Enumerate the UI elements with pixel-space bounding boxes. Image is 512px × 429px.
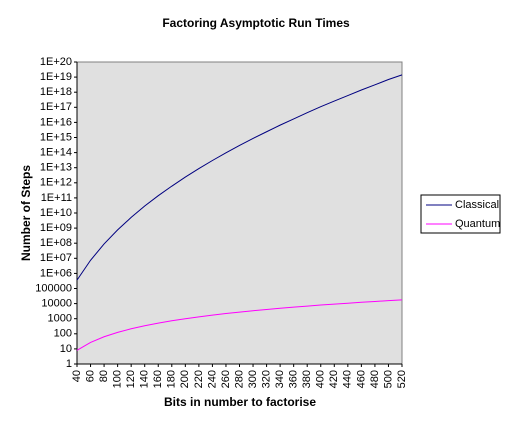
y-tick-label: 1E+19 xyxy=(40,71,72,83)
y-tick-label: 1E+10 xyxy=(40,207,72,219)
y-tick-label: 1E+16 xyxy=(40,116,72,128)
y-tick-label: 1E+15 xyxy=(40,131,72,143)
x-tick-label: 420 xyxy=(328,370,340,388)
y-tick-label: 1E+06 xyxy=(40,267,72,279)
x-tick-label: 500 xyxy=(382,370,394,388)
x-tick-label: 320 xyxy=(260,370,272,388)
y-tick-label: 100 xyxy=(54,328,72,340)
y-axis-label: Number of Steps xyxy=(19,165,33,261)
x-tick-label: 100 xyxy=(112,370,124,388)
y-tick-label: 1E+09 xyxy=(40,222,72,234)
y-tick-label: 1000 xyxy=(48,313,72,325)
y-tick-label: 1E+20 xyxy=(40,56,72,68)
x-tick-label: 200 xyxy=(179,370,191,388)
x-tick-label: 220 xyxy=(193,370,205,388)
y-tick-label: 1E+08 xyxy=(40,237,72,249)
legend-label: Quantum xyxy=(455,218,500,230)
y-tick-label: 10 xyxy=(60,343,72,355)
plot-area xyxy=(76,61,403,365)
y-tick-label: 1E+13 xyxy=(40,162,72,174)
x-tick-label: 260 xyxy=(220,370,232,388)
x-tick-label: 80 xyxy=(98,370,110,382)
legend-box xyxy=(420,194,501,234)
series-line xyxy=(76,74,403,281)
x-tick-label: 300 xyxy=(247,370,259,388)
x-tick-label: 120 xyxy=(125,370,137,388)
x-tick-label: 60 xyxy=(84,370,96,382)
x-tick-label: 40 xyxy=(71,370,83,382)
y-tick-label: 1E+11 xyxy=(41,192,72,204)
x-tick-label: 280 xyxy=(233,370,245,388)
y-tick-label: 1E+12 xyxy=(40,177,72,189)
y-tick-label: 1 xyxy=(66,358,72,370)
legend-label: Classical xyxy=(455,199,499,211)
x-tick-label: 460 xyxy=(355,370,367,388)
x-tick-label: 520 xyxy=(396,370,408,388)
chart-title: Factoring Asymptotic Run Times xyxy=(162,16,350,30)
x-tick-label: 140 xyxy=(139,370,151,388)
x-tick-label: 380 xyxy=(301,370,313,388)
x-tick-label: 400 xyxy=(315,370,327,388)
y-tick-label: 10000 xyxy=(41,298,72,310)
x-tick-label: 340 xyxy=(274,370,286,388)
x-tick-label: 440 xyxy=(342,370,354,388)
x-axis-label: Bits in number to factorise xyxy=(164,395,316,409)
x-tick-label: 480 xyxy=(369,370,381,388)
x-tick-label: 240 xyxy=(206,370,218,388)
y-tick-label: 100000 xyxy=(35,282,72,294)
y-tick-label: 1E+07 xyxy=(40,252,72,264)
y-tick-label: 1E+17 xyxy=(40,101,72,113)
y-tick-label: 1E+18 xyxy=(40,86,72,98)
y-tick-label: 1E+14 xyxy=(40,147,72,159)
x-tick-label: 160 xyxy=(152,370,164,388)
series-line xyxy=(76,299,403,351)
x-tick-label: 180 xyxy=(166,370,178,388)
x-tick-label: 360 xyxy=(288,370,300,388)
